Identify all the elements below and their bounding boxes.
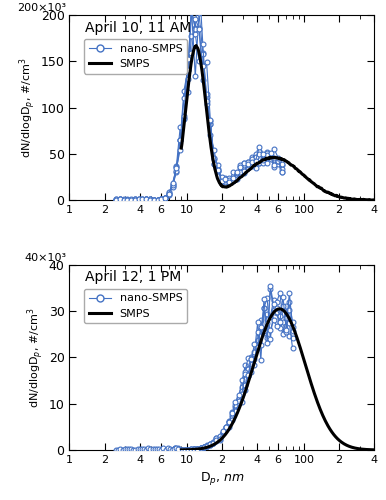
Y-axis label: dN/dlogD$_p$, #/cm$^3$: dN/dlogD$_p$, #/cm$^3$ [17, 58, 38, 158]
Text: 40×10³: 40×10³ [24, 253, 66, 263]
Text: April 10, 11 AM: April 10, 11 AM [85, 20, 191, 34]
X-axis label: D$_p$, $nm$: D$_p$, $nm$ [200, 470, 244, 488]
Text: April 12, 1 PM: April 12, 1 PM [85, 270, 181, 284]
Text: 200×10³: 200×10³ [17, 3, 66, 13]
Y-axis label: dN/dlogD$_p$, #/cm$^3$: dN/dlogD$_p$, #/cm$^3$ [25, 307, 46, 408]
Legend: nano-SMPS, SMPS: nano-SMPS, SMPS [84, 289, 187, 324]
Legend: nano-SMPS, SMPS: nano-SMPS, SMPS [84, 39, 187, 74]
